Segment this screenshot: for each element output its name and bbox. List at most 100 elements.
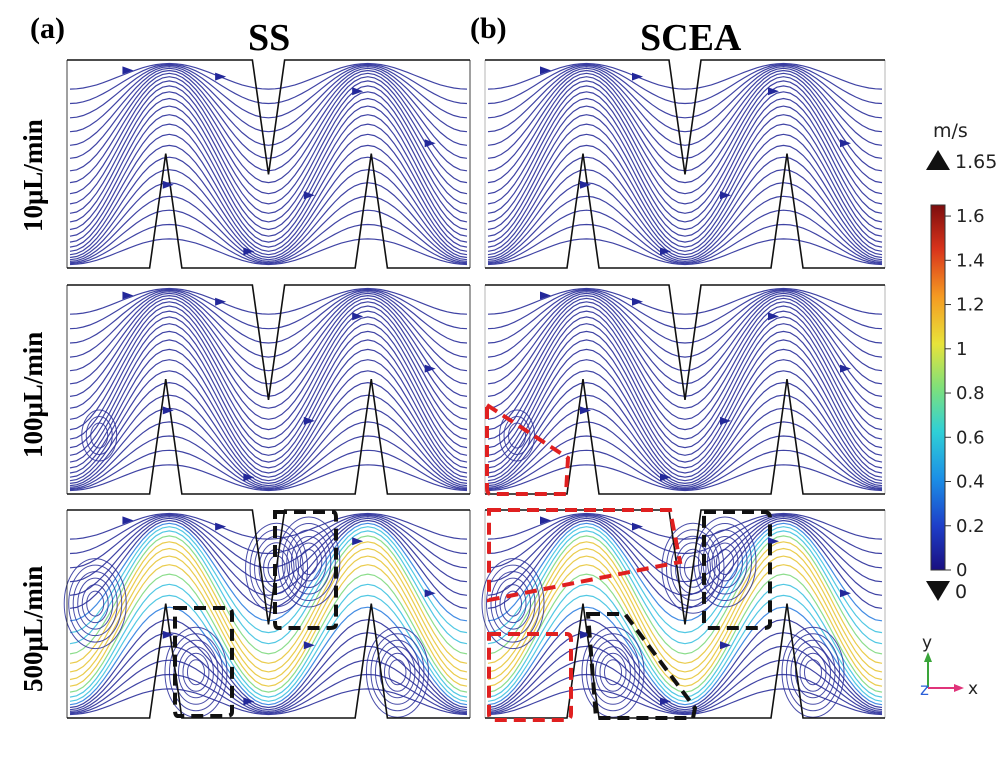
- flow-arrow-icon: [660, 473, 671, 482]
- streamline: [487, 645, 883, 713]
- vortex-streamline: [595, 646, 631, 699]
- flow-arrow-icon: [215, 522, 227, 531]
- flow-arrow-icon: [352, 537, 364, 546]
- streamline: [69, 62, 468, 90]
- colorbar-tick-label: 0.4: [956, 472, 985, 493]
- vortex-streamline: [388, 659, 407, 686]
- panel-scea-row-2: [484, 284, 886, 495]
- streamline: [487, 512, 883, 540]
- panel-scea-row-3: [481, 509, 886, 719]
- colorbar-ticks: 1.6 1.4 1.2 1 0.8 0.6 0.4 0.2 0: [945, 206, 985, 581]
- streamline: [69, 381, 468, 482]
- max-marker-icon: [926, 150, 950, 170]
- vortex-streamline: [290, 536, 327, 588]
- vortex-streamline: [81, 409, 118, 462]
- flow-arrow-icon: [632, 522, 643, 531]
- streamline: [487, 594, 883, 702]
- streamline: [487, 144, 883, 252]
- flow-arrow-icon: [352, 87, 364, 96]
- vortex-streamline: [711, 542, 739, 582]
- vortex-streamline: [504, 590, 522, 617]
- flow-arrow-icon: [215, 72, 227, 81]
- streamline: [69, 63, 468, 105]
- streamline: [487, 291, 883, 358]
- streamline: [487, 659, 883, 714]
- vortex-streamline: [374, 639, 420, 705]
- panel-b-label: (b): [470, 12, 507, 45]
- colorbar-min-label: 0: [955, 581, 967, 603]
- flow-arrow-icon: [243, 247, 255, 256]
- streamline: [487, 76, 883, 184]
- vortex-streamline: [383, 652, 411, 692]
- streamline: [487, 287, 883, 315]
- streamline: [69, 659, 468, 714]
- streamline: [69, 287, 468, 315]
- streamline: [487, 606, 883, 706]
- streamline: [69, 91, 468, 214]
- colorbar-max-label: 1.65: [955, 151, 997, 173]
- streamline: [69, 195, 468, 263]
- streamline: [69, 514, 468, 569]
- streamline: [69, 123, 468, 243]
- vortex-streamline: [675, 542, 711, 595]
- flow-arrow-icon: [122, 291, 134, 300]
- streamline: [487, 63, 883, 105]
- streamline: [69, 394, 468, 485]
- streamline: [487, 195, 883, 263]
- scea-500-vortex-box-bottom: [585, 612, 698, 720]
- streamline: [69, 449, 468, 491]
- vortex-streamline: [599, 652, 627, 692]
- vortex-streamline: [85, 415, 113, 455]
- vortex-streamline: [68, 564, 123, 643]
- vortex-streamline: [698, 523, 752, 601]
- scea-100-vortex-box: [485, 401, 571, 496]
- streamline: [487, 69, 883, 159]
- colorbar-tick-label: 1.4: [956, 250, 985, 271]
- streamline: [69, 359, 468, 474]
- row-label-10: 10μL/min: [18, 119, 48, 232]
- streamline: [487, 133, 883, 248]
- vortex-streamline: [799, 652, 827, 692]
- vortex-streamline: [63, 558, 127, 650]
- streamline: [69, 606, 468, 706]
- colorbar-bar: [930, 204, 946, 571]
- vortex-streamline: [679, 548, 707, 588]
- streamline: [487, 514, 883, 569]
- channel-wall-bottom: [67, 603, 470, 719]
- streamline: [69, 619, 468, 709]
- vortex-streamline: [81, 584, 109, 624]
- streamline: [487, 555, 883, 681]
- streamline: [69, 80, 468, 195]
- colorbar-unit: m/s: [933, 120, 968, 142]
- flow-arrow-icon: [215, 297, 227, 306]
- streamline: [69, 517, 468, 596]
- vortex-streamline: [370, 633, 425, 712]
- flow-arrow-icon: [768, 87, 779, 96]
- streamline: [487, 394, 883, 485]
- flow-arrow-icon: [122, 66, 134, 75]
- streamline: [69, 65, 468, 133]
- streamline: [487, 464, 883, 492]
- flow-arrow-icon: [632, 297, 643, 306]
- vortex-streamline: [90, 422, 109, 449]
- streamline: [69, 594, 468, 702]
- vortex-streamline: [670, 535, 716, 601]
- streamline: [69, 64, 468, 119]
- flow-arrow-icon: [840, 589, 851, 598]
- streamline: [69, 291, 468, 358]
- scea-500-vortex-box-lower: [487, 632, 573, 722]
- channel-wall-top: [485, 59, 885, 175]
- streamline: [69, 512, 468, 540]
- streamline: [487, 449, 883, 491]
- streamline: [69, 85, 468, 205]
- colorbar: m/s 1.65 1.6 1.4 1.2 1 0.8 0.6 0.4 0.2 0 0: [926, 120, 997, 603]
- y-axis-label: y: [922, 633, 932, 653]
- flow-arrow-icon: [424, 139, 436, 148]
- streamline: [69, 316, 468, 440]
- streamline: [69, 348, 468, 469]
- vortex-streamline: [186, 659, 205, 686]
- colorbar-tick-label: 1: [956, 339, 967, 360]
- streamline: [487, 323, 883, 449]
- streamline: [487, 547, 883, 673]
